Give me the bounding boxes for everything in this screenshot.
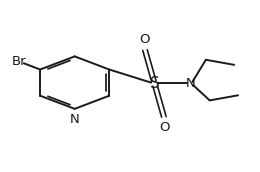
Text: N: N <box>186 77 195 90</box>
Text: O: O <box>159 121 170 134</box>
Text: O: O <box>139 33 149 46</box>
Text: Br: Br <box>12 55 26 68</box>
Text: S: S <box>150 76 159 91</box>
Text: N: N <box>70 112 80 126</box>
